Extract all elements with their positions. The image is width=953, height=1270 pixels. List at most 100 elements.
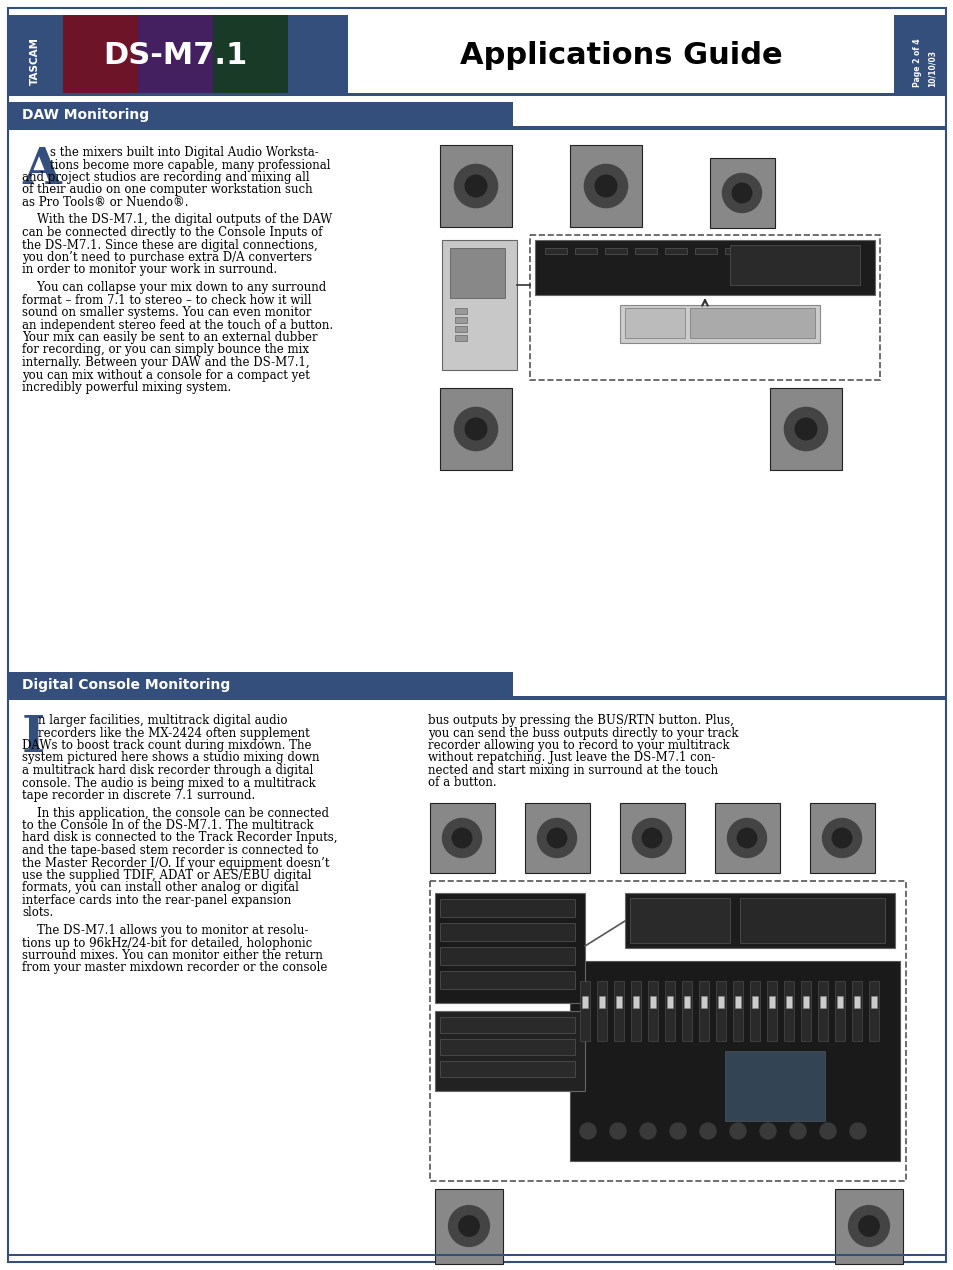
Bar	[689, 309, 814, 338]
Bar	[834, 1189, 902, 1264]
Text: and the tape-based stem recorder is connected to: and the tape-based stem recorder is conn…	[22, 845, 318, 857]
Bar	[569, 145, 641, 227]
Text: TASCAM: TASCAM	[30, 37, 40, 85]
Bar	[870, 996, 876, 1008]
Bar	[699, 980, 708, 1041]
Bar	[766, 980, 776, 1041]
Circle shape	[700, 1123, 716, 1139]
Circle shape	[465, 175, 486, 197]
Circle shape	[729, 1123, 745, 1139]
Circle shape	[820, 1123, 835, 1139]
Bar	[213, 15, 288, 93]
Bar	[749, 980, 760, 1041]
Bar	[754, 248, 776, 254]
Text: nected and start mixing in surround at the touch: nected and start mixing in surround at t…	[428, 765, 718, 777]
Circle shape	[465, 418, 486, 439]
Circle shape	[795, 418, 816, 439]
Text: of a button.: of a button.	[428, 776, 497, 790]
Circle shape	[458, 1215, 478, 1236]
Circle shape	[641, 828, 661, 848]
Bar	[439, 972, 575, 989]
Circle shape	[732, 183, 751, 203]
Text: recorders like the MX-2424 often supplement: recorders like the MX-2424 often supplem…	[38, 726, 310, 739]
Bar	[8, 698, 945, 700]
Bar	[575, 248, 597, 254]
Bar	[435, 1189, 502, 1264]
Text: recorder allowing you to record to your multitrack: recorder allowing you to record to your …	[428, 739, 729, 752]
Bar	[8, 15, 63, 93]
Bar	[288, 15, 348, 93]
Bar	[624, 309, 684, 338]
Bar	[893, 15, 945, 93]
Bar	[439, 923, 575, 941]
Circle shape	[579, 1123, 596, 1139]
Circle shape	[609, 1123, 625, 1139]
Text: in order to monitor your work in surround.: in order to monitor your work in surroun…	[22, 263, 276, 277]
Bar	[439, 1039, 575, 1055]
Text: n larger facilities, multitrack digital audio: n larger facilities, multitrack digital …	[38, 714, 287, 726]
Text: you don’t need to purchase extra D/A converters: you don’t need to purchase extra D/A con…	[22, 251, 312, 264]
Text: can be connected directly to the Console Inputs of: can be connected directly to the Console…	[22, 226, 322, 239]
Bar	[851, 980, 862, 1041]
Bar	[439, 1017, 575, 1033]
Bar	[455, 309, 467, 314]
Bar	[734, 996, 740, 1008]
Bar	[716, 980, 725, 1041]
Bar	[853, 996, 859, 1008]
Text: DAWs to boost track count during mixdown. The: DAWs to boost track count during mixdown…	[22, 739, 312, 752]
Text: With the DS-M7.1, the digital outputs of the DAW: With the DS-M7.1, the digital outputs of…	[22, 213, 332, 226]
Circle shape	[639, 1123, 656, 1139]
Text: from your master mixdown recorder or the console: from your master mixdown recorder or the…	[22, 961, 327, 974]
Text: DAW Monitoring: DAW Monitoring	[22, 108, 149, 122]
Bar	[664, 980, 675, 1041]
Bar	[700, 996, 706, 1008]
Bar	[724, 248, 746, 254]
Text: s the mixers built into Digital Audio Worksta-: s the mixers built into Digital Audio Wo…	[50, 146, 318, 159]
Text: the Master Recorder I/O. If your equipment doesn’t: the Master Recorder I/O. If your equipme…	[22, 856, 329, 870]
Bar	[681, 980, 691, 1041]
Bar	[718, 996, 723, 1008]
Circle shape	[632, 818, 671, 857]
Circle shape	[848, 1205, 888, 1246]
Bar	[8, 672, 513, 699]
Bar	[8, 1253, 945, 1256]
Text: interface cards into the rear-panel expansion: interface cards into the rear-panel expa…	[22, 894, 291, 907]
Text: DS-M7.1: DS-M7.1	[103, 41, 247, 70]
Bar	[751, 996, 758, 1008]
Bar	[635, 248, 657, 254]
Text: you can mix without a console for a compact yet: you can mix without a console for a comp…	[22, 368, 310, 381]
Text: without repatching. Just leave the DS-M7.1 con-: without repatching. Just leave the DS-M7…	[428, 752, 715, 765]
Bar	[455, 335, 467, 342]
Bar	[524, 803, 589, 872]
Bar	[709, 157, 774, 229]
Text: Page 2 of 4: Page 2 of 4	[913, 38, 922, 88]
Bar	[597, 980, 606, 1041]
Bar	[614, 980, 623, 1041]
Bar	[633, 996, 639, 1008]
Bar	[513, 126, 945, 128]
Bar	[8, 102, 513, 128]
Bar	[138, 15, 213, 93]
Text: to the Console In of the DS-M7.1. The multitrack: to the Console In of the DS-M7.1. The mu…	[22, 819, 314, 832]
Bar	[801, 980, 810, 1041]
Circle shape	[721, 174, 760, 212]
Bar	[836, 996, 842, 1008]
Circle shape	[760, 1123, 775, 1139]
Circle shape	[584, 164, 627, 207]
Bar	[535, 240, 874, 295]
Text: formats, you can install other analog or digital: formats, you can install other analog or…	[22, 881, 298, 894]
Circle shape	[448, 1205, 489, 1246]
Text: a multitrack hard disk recorder through a digital: a multitrack hard disk recorder through …	[22, 765, 313, 777]
Text: bus outputs by pressing the BUS/RTN button. Plus,: bus outputs by pressing the BUS/RTN butt…	[428, 714, 733, 726]
Bar	[348, 15, 893, 93]
Bar	[450, 248, 504, 298]
Text: hard disk is connected to the Track Recorder Inputs,: hard disk is connected to the Track Reco…	[22, 832, 337, 845]
Text: the DS-M7.1. Since these are digital connections,: the DS-M7.1. Since these are digital con…	[22, 239, 317, 251]
Circle shape	[858, 1215, 879, 1236]
Bar	[784, 248, 806, 254]
Text: surround mixes. You can monitor either the return: surround mixes. You can monitor either t…	[22, 949, 322, 961]
Bar	[785, 996, 791, 1008]
Bar	[435, 1011, 584, 1091]
Bar	[455, 318, 467, 323]
Text: internally. Between your DAW and the DS-M7.1,: internally. Between your DAW and the DS-…	[22, 356, 310, 370]
